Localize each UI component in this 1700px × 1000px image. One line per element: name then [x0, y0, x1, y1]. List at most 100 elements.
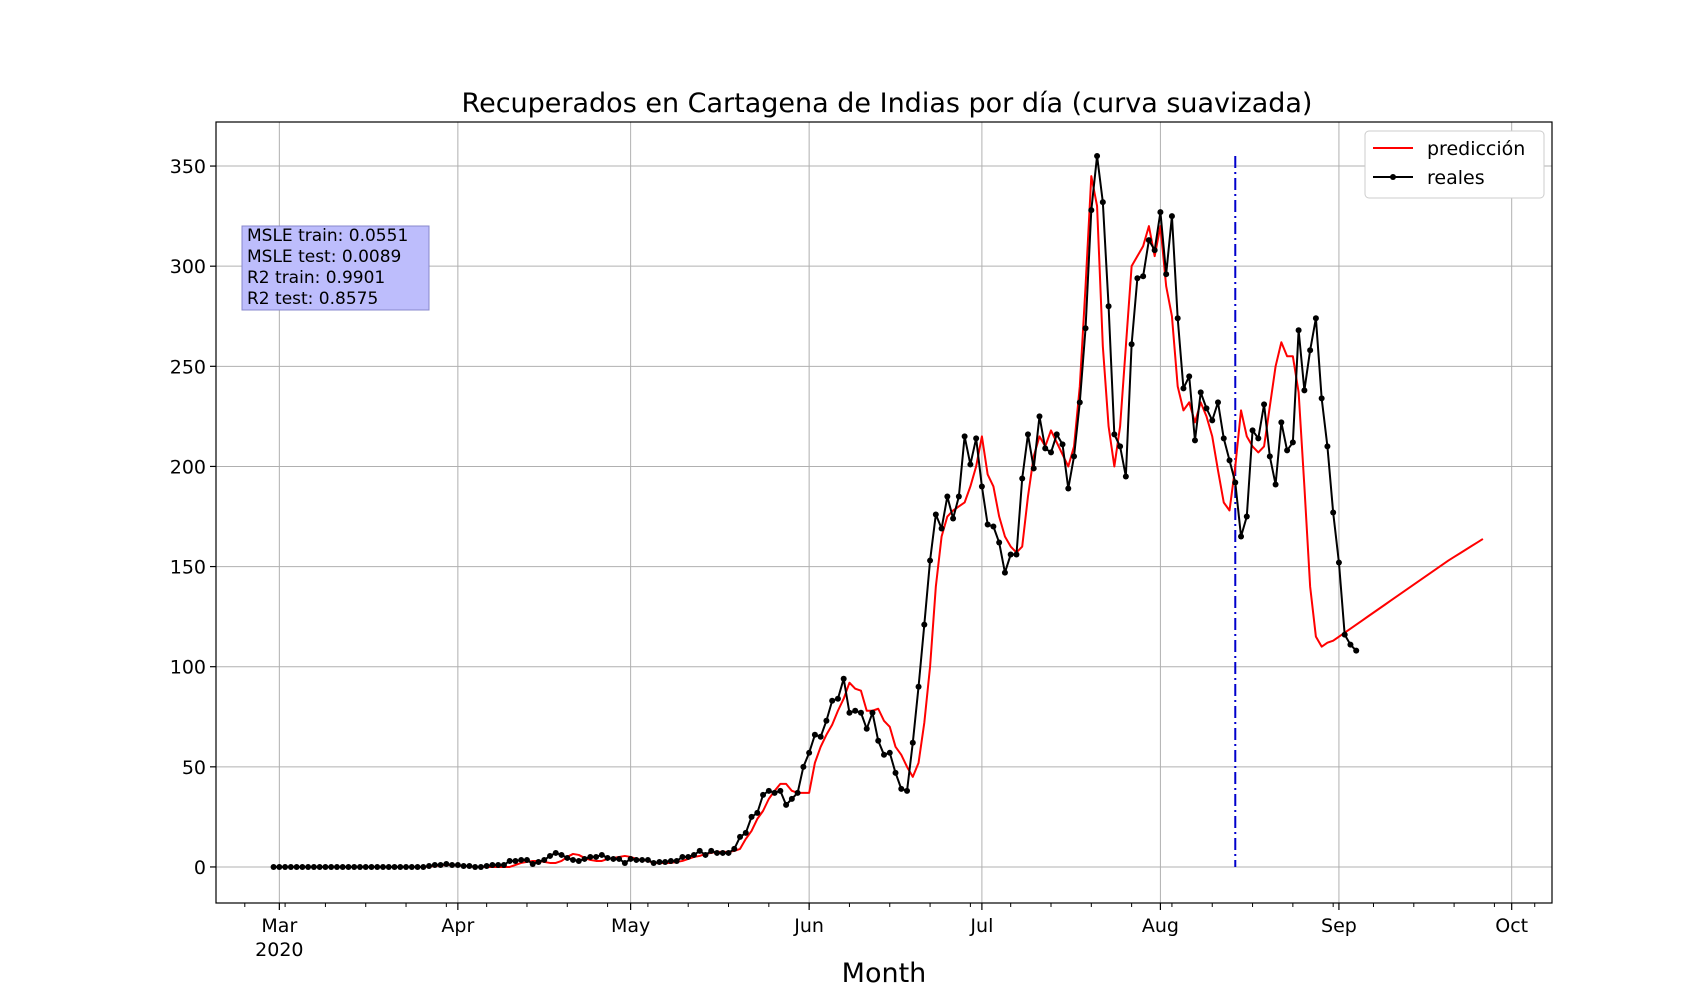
actual-data-point	[570, 856, 577, 863]
actual-data-point	[1203, 405, 1210, 412]
actual-data-point	[1295, 327, 1302, 334]
actual-data-point	[322, 863, 329, 870]
actual-data-point	[696, 847, 703, 854]
actual-data-point	[1301, 387, 1308, 394]
actual-data-point	[915, 683, 922, 690]
x-tick-label: May	[611, 915, 650, 937]
actual-data-point	[305, 863, 312, 870]
actual-data-point	[869, 709, 876, 716]
actual-data-point	[811, 731, 818, 738]
actual-data-point	[1243, 513, 1250, 520]
actual-data-point	[1030, 465, 1037, 472]
actual-data-point	[1071, 453, 1078, 460]
actual-data-point	[1272, 481, 1279, 488]
actual-data-point	[829, 697, 836, 704]
actual-data-point	[1111, 431, 1118, 438]
actual-data-point	[1059, 441, 1066, 448]
actual-data-point	[1307, 347, 1314, 354]
actual-data-point	[1220, 435, 1227, 442]
y-tick-label: 150	[170, 557, 206, 579]
x-tick-label: Oct	[1495, 915, 1528, 937]
actual-data-point	[1140, 273, 1147, 280]
actual-data-point	[650, 859, 657, 866]
legend-actual-label: reales	[1427, 167, 1485, 189]
actual-data-point	[846, 709, 853, 716]
actual-data-point	[1168, 213, 1175, 220]
actual-data-point	[1163, 271, 1170, 278]
y-tick-label: 200	[170, 456, 206, 478]
actual-data-point	[1048, 449, 1054, 456]
actual-data-point	[788, 795, 795, 802]
actual-data-point	[512, 857, 519, 864]
actual-data-point	[293, 863, 300, 870]
actual-data-point	[806, 749, 813, 756]
actual-data-point	[339, 863, 346, 870]
actual-data-point	[1226, 457, 1233, 464]
actual-data-point	[610, 855, 617, 862]
actual-data-point	[500, 861, 507, 868]
stats-line-msle-test: MSLE test: 0.0089	[247, 247, 401, 267]
actual-data-point	[714, 849, 720, 856]
plot-frame	[215, 121, 1553, 904]
actual-data-point	[639, 856, 646, 863]
actual-data-point	[1191, 437, 1198, 444]
actual-data-point	[1042, 445, 1049, 452]
actual-data-point	[927, 557, 934, 564]
actual-data-point	[414, 863, 421, 870]
actual-data-point	[477, 863, 484, 870]
actual-data-point	[397, 863, 404, 870]
actual-data-point	[667, 857, 674, 864]
actual-data-point	[1353, 647, 1360, 654]
actual-data-point	[449, 861, 456, 868]
x-axis-label: Month	[842, 958, 927, 989]
actual-data-point	[362, 863, 369, 870]
actual-data-point	[1088, 207, 1095, 214]
actual-data-point	[685, 853, 692, 860]
actual-data-point	[1076, 399, 1083, 406]
actual-data-point	[973, 435, 980, 442]
actual-data-point	[1001, 569, 1008, 576]
actual-data-point	[1289, 439, 1296, 446]
actual-data-point	[673, 857, 680, 864]
actual-data-point	[483, 862, 490, 869]
actual-data-point	[1134, 275, 1141, 282]
actual-data-point	[944, 493, 951, 500]
actual-data-point	[506, 857, 513, 864]
actual-data-point	[1007, 551, 1014, 558]
actual-data-point	[950, 515, 957, 522]
actual-data-point	[1266, 453, 1273, 460]
actual-data-point	[1312, 315, 1319, 322]
actual-data-point	[1255, 435, 1262, 442]
actual-data-point	[840, 675, 847, 682]
actual-data-point	[1036, 413, 1043, 420]
actual-data-point	[351, 863, 358, 870]
actual-data-point	[742, 829, 749, 836]
actual-data-point	[1209, 417, 1216, 424]
actual-data-point	[1082, 325, 1089, 332]
plot-area	[216, 122, 1552, 903]
actual-data-point	[282, 863, 289, 870]
stats-line-r2-test: R2 test: 0.8575	[247, 289, 378, 309]
actual-data-point	[1238, 533, 1245, 540]
actual-data-point	[662, 858, 669, 865]
actual-data-point	[437, 861, 444, 868]
x-tick-label: Apr	[441, 915, 474, 937]
actual-data-point	[443, 860, 450, 867]
chart-title: Recuperados en Cartagena de Indias por d…	[462, 88, 1313, 119]
actual-data-point	[575, 857, 582, 864]
stats-line-msle-train: MSLE train: 0.0551	[247, 226, 408, 246]
actual-data-point	[984, 521, 991, 528]
actual-data-point	[800, 763, 807, 770]
actual-data-point	[345, 863, 352, 870]
actual-data-point	[495, 861, 502, 868]
actual-data-point	[690, 851, 697, 858]
actual-data-point	[270, 863, 277, 870]
x-tick-label: Aug	[1142, 915, 1179, 937]
actual-data-point	[771, 789, 778, 796]
actual-data-point	[1232, 479, 1239, 486]
actual-data-point	[328, 863, 335, 870]
actual-data-point	[276, 863, 283, 870]
actual-data-point	[356, 863, 363, 870]
actual-data-point	[368, 863, 375, 870]
actual-data-point	[581, 855, 588, 862]
